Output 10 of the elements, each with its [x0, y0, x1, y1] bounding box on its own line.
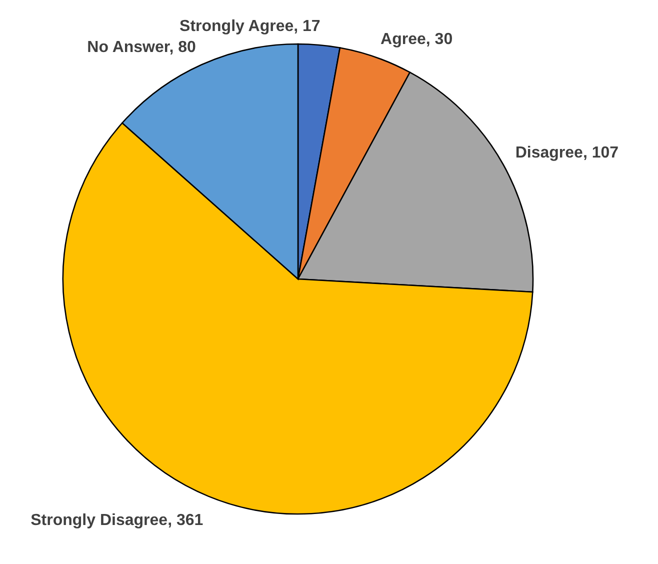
slice-label: Agree [380, 31, 426, 48]
data-label: , 361 [168, 512, 204, 530]
data-label: , 107 [582, 144, 619, 162]
data-label: , 30 [426, 31, 453, 48]
data-label: , 80 [169, 38, 196, 56]
slice-label: Disagree [515, 144, 584, 162]
slice-label: No Answer [87, 38, 170, 56]
data-label: , 17 [294, 18, 320, 35]
slice-label: Strongly Agree [180, 18, 294, 35]
slice-label: Strongly Disagree [30, 512, 168, 530]
